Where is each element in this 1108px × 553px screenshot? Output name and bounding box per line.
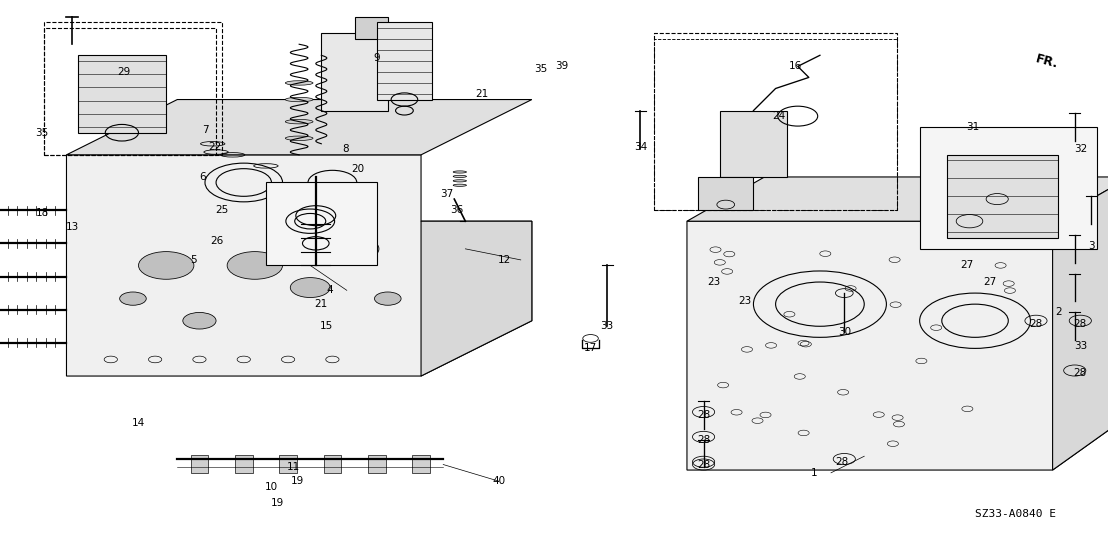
Text: 28: 28 — [1074, 319, 1087, 328]
Bar — [191, 455, 208, 473]
Text: 17: 17 — [584, 343, 597, 353]
Ellipse shape — [286, 97, 314, 102]
Text: 37: 37 — [440, 189, 453, 199]
Text: 40: 40 — [492, 476, 505, 486]
Circle shape — [290, 278, 330, 298]
Bar — [920, 127, 1097, 249]
Ellipse shape — [453, 180, 466, 182]
Bar — [654, 33, 897, 210]
Bar — [78, 55, 166, 133]
Polygon shape — [1053, 177, 1108, 470]
Text: 23: 23 — [738, 296, 751, 306]
Text: 27: 27 — [961, 260, 974, 270]
Text: 11: 11 — [287, 462, 300, 472]
Text: 29: 29 — [117, 67, 131, 77]
Text: 2: 2 — [1055, 307, 1061, 317]
Ellipse shape — [286, 81, 314, 85]
Text: 30: 30 — [838, 327, 851, 337]
Text: 35: 35 — [35, 128, 49, 138]
Text: 32: 32 — [1074, 144, 1087, 154]
Text: 6: 6 — [199, 172, 206, 182]
Text: 35: 35 — [534, 64, 547, 74]
Circle shape — [330, 237, 379, 261]
Text: 26: 26 — [211, 236, 224, 246]
Text: 36: 36 — [450, 205, 463, 215]
Bar — [355, 17, 388, 39]
Text: 3: 3 — [1088, 241, 1095, 251]
Text: 4: 4 — [327, 285, 334, 295]
Polygon shape — [687, 221, 1108, 470]
Bar — [698, 177, 753, 210]
Text: 28: 28 — [1029, 319, 1043, 328]
Bar — [720, 111, 787, 177]
Text: 31: 31 — [966, 122, 979, 132]
Text: 33: 33 — [1074, 341, 1087, 351]
Text: 19: 19 — [270, 498, 284, 508]
Text: SZ33-A0840 E: SZ33-A0840 E — [975, 509, 1056, 519]
Polygon shape — [421, 221, 532, 376]
Text: 22: 22 — [208, 142, 222, 152]
Text: 12: 12 — [497, 255, 511, 265]
Polygon shape — [66, 155, 532, 376]
Bar — [412, 455, 430, 473]
Text: 7: 7 — [202, 125, 208, 135]
Text: 10: 10 — [265, 482, 278, 492]
Bar — [324, 455, 341, 473]
Bar — [368, 455, 386, 473]
Bar — [279, 455, 297, 473]
Bar — [377, 22, 432, 100]
Text: 23: 23 — [707, 277, 720, 287]
Text: 27: 27 — [983, 277, 996, 287]
Circle shape — [138, 252, 194, 279]
Bar — [947, 155, 1058, 238]
Text: 24: 24 — [772, 111, 786, 121]
Circle shape — [120, 292, 146, 305]
Text: 9: 9 — [373, 53, 380, 63]
Polygon shape — [687, 177, 1108, 221]
Text: 25: 25 — [215, 205, 228, 215]
Text: 19: 19 — [290, 476, 304, 486]
Circle shape — [227, 252, 283, 279]
Text: 28: 28 — [697, 435, 710, 445]
Text: 34: 34 — [634, 142, 647, 152]
Text: 1: 1 — [811, 468, 818, 478]
Bar — [235, 455, 253, 473]
Text: 20: 20 — [351, 164, 365, 174]
Bar — [321, 33, 388, 111]
Bar — [44, 22, 222, 155]
Text: 21: 21 — [315, 299, 328, 309]
Text: 28: 28 — [697, 460, 710, 469]
Text: 28: 28 — [1074, 368, 1087, 378]
Text: 13: 13 — [65, 222, 79, 232]
Ellipse shape — [453, 171, 466, 173]
Text: 18: 18 — [35, 208, 49, 218]
Circle shape — [375, 292, 401, 305]
Bar — [654, 39, 897, 210]
Circle shape — [183, 312, 216, 329]
Text: 28: 28 — [697, 410, 710, 420]
Text: 8: 8 — [342, 144, 349, 154]
Text: 28: 28 — [835, 457, 849, 467]
Text: 15: 15 — [320, 321, 334, 331]
Ellipse shape — [286, 136, 314, 140]
Text: 39: 39 — [555, 61, 568, 71]
Ellipse shape — [453, 184, 466, 186]
Text: FR.: FR. — [1034, 53, 1060, 71]
Text: 5: 5 — [191, 255, 197, 265]
Ellipse shape — [286, 119, 314, 124]
Text: 14: 14 — [132, 418, 145, 428]
Text: 21: 21 — [475, 89, 489, 99]
Polygon shape — [66, 100, 532, 155]
Bar — [44, 28, 216, 155]
Text: 16: 16 — [789, 61, 802, 71]
Bar — [266, 182, 377, 265]
Ellipse shape — [453, 175, 466, 178]
Text: 33: 33 — [601, 321, 614, 331]
